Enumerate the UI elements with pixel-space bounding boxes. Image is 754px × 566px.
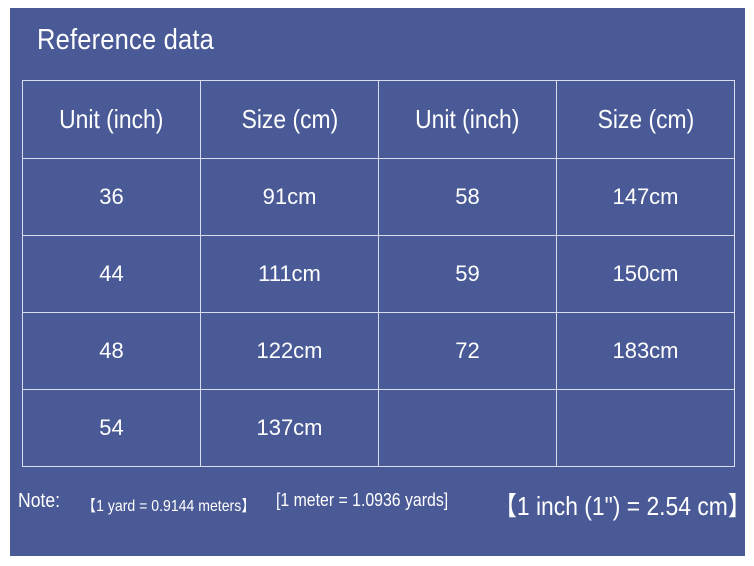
panel: Reference data Unit (inch) Size (cm) Unit … — [10, 8, 751, 556]
header-cell: Size (cm) — [200, 80, 379, 159]
table-cell: 59 — [378, 235, 557, 313]
header-text: Size (cm) — [241, 104, 338, 134]
table-cell: 137cm — [200, 389, 379, 467]
table-cell: 150cm — [556, 235, 735, 313]
header-text: Unit (inch) — [415, 104, 520, 134]
header-cell: Unit (inch) — [378, 80, 557, 159]
table-cell: 122cm — [200, 312, 379, 390]
note-yard: 【1 yard = 0.9144 meters】 — [82, 498, 256, 515]
header-cell: Unit (inch) — [22, 80, 201, 159]
header-text: Size (cm) — [597, 104, 694, 134]
title: Reference data — [37, 24, 214, 56]
table-cell: 48 — [22, 312, 201, 390]
table-row: 36 91cm 58 147cm — [22, 158, 735, 236]
size-table: Unit (inch) Size (cm) Unit (inch) Size (cm)… — [22, 80, 735, 467]
note-inch: 【1 inch (1") = 2.54 cm】 — [494, 491, 751, 521]
header-row: Unit (inch) Size (cm) Unit (inch) Size (cm) — [22, 80, 735, 159]
note-label: Note: — [18, 490, 61, 512]
table-cell: 72 — [378, 312, 557, 390]
table-cell: 183cm — [556, 312, 735, 390]
table-cell: 91cm — [200, 158, 379, 236]
table-cell: 36 — [22, 158, 201, 236]
table-row: 54 137cm — [22, 389, 735, 467]
table-cell: 54 — [22, 389, 201, 467]
header-cell: Size (cm) — [556, 80, 735, 159]
table-cell — [378, 389, 557, 467]
table-row: 48 122cm 72 183cm — [22, 312, 735, 390]
note-meter: [1 meter = 1.0936 yards] — [276, 490, 449, 510]
table-cell — [556, 389, 735, 467]
table-cell: 58 — [378, 158, 557, 236]
table-cell: 44 — [22, 235, 201, 313]
table-row: 44 111cm 59 150cm — [22, 235, 735, 313]
table-cell: 147cm — [556, 158, 735, 236]
header-text: Unit (inch) — [59, 104, 164, 134]
table-cell: 111cm — [200, 235, 379, 313]
